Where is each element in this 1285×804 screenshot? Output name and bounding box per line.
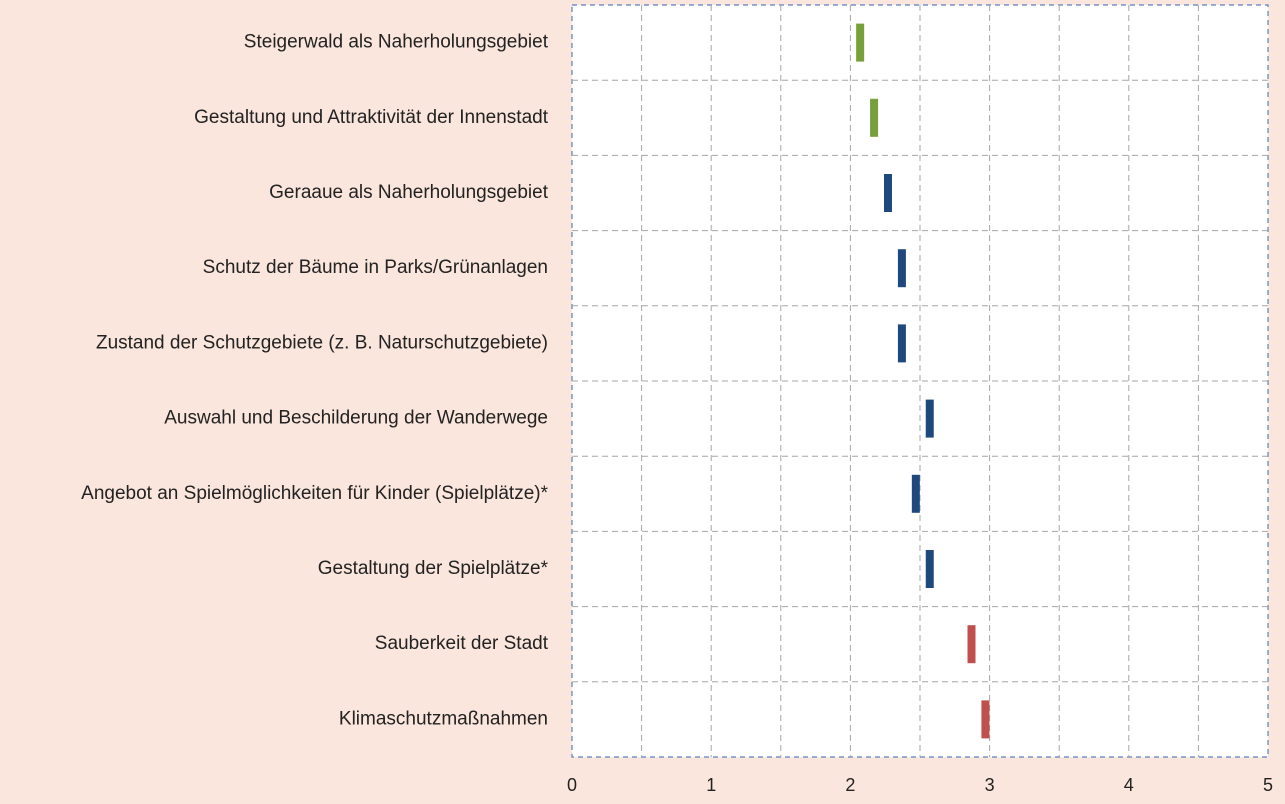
- category-label: Angebot an Spielmöglichkeiten für Kinder…: [81, 483, 548, 504]
- category-label: Gestaltung der Spielplätze*: [318, 558, 549, 579]
- x-tick-label: 5: [1263, 775, 1273, 795]
- marker: [883, 174, 892, 212]
- x-tick-label: 1: [706, 775, 716, 795]
- category-label: Steigerwald als Naherholungsgebiet: [244, 32, 549, 53]
- marker: [856, 23, 865, 62]
- marker: [925, 550, 934, 588]
- category-label: Klimaschutzmaßnahmen: [339, 708, 548, 729]
- marker: [967, 625, 976, 664]
- marker: [911, 474, 920, 513]
- marker: [897, 249, 906, 288]
- marker: [897, 324, 906, 363]
- category-label: Gestaltung und Attraktivität der Innenst…: [194, 107, 549, 128]
- category-label: Geraaue als Naherholungsgebiet: [269, 182, 549, 203]
- x-tick-label: 3: [985, 775, 995, 795]
- category-label: Schutz der Bäume in Parks/Grünanlagen: [203, 257, 548, 278]
- category-label: Auswahl und Beschilderung der Wanderwege: [164, 408, 548, 429]
- marker: [870, 98, 879, 137]
- x-tick-label: 2: [845, 775, 855, 795]
- x-tick-label: 4: [1124, 775, 1134, 795]
- x-tick-label: 0: [567, 775, 577, 795]
- marker: [981, 700, 990, 739]
- category-label: Sauberkeit der Stadt: [375, 633, 549, 654]
- category-label: Zustand der Schutzgebiete (z. B. Natursc…: [96, 332, 548, 353]
- marker: [925, 399, 934, 438]
